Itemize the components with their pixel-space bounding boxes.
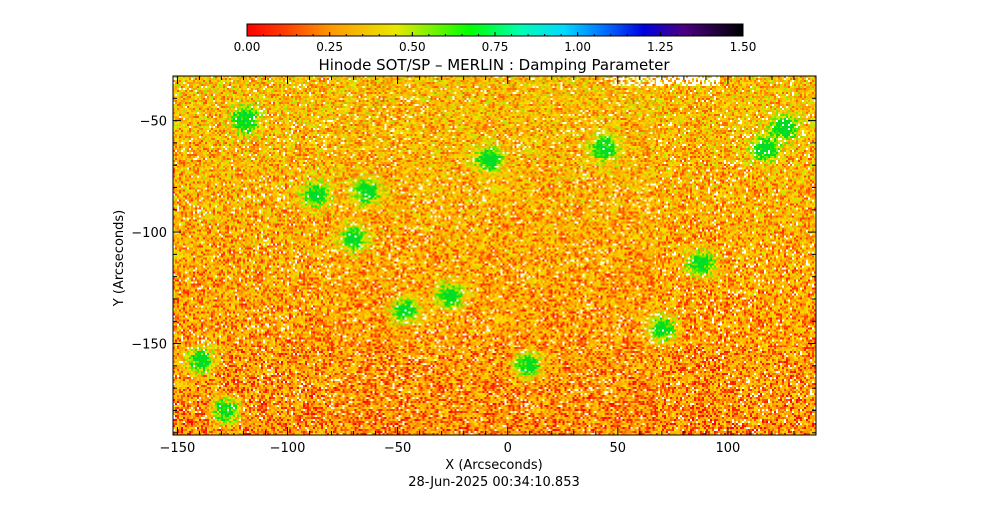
y-tick-label: −100 <box>131 226 167 241</box>
colorbar-ticks: 0.00 0.25 0.50 0.75 1.00 1.25 1.50 <box>234 32 757 54</box>
y-axis: −50 −100 −150 <box>131 97 816 434</box>
colorbar-tick-label: 0.00 <box>234 40 261 54</box>
colorbar-tick-label: 0.75 <box>482 40 509 54</box>
x-tick-label: −100 <box>270 441 306 456</box>
heatmap-image <box>173 76 816 435</box>
x-axis: −150 −100 −50 0 50 100 <box>160 76 817 456</box>
x-tick-label: 50 <box>610 441 627 456</box>
colorbar-tick-label: 1.50 <box>730 40 757 54</box>
y-tick-label: −150 <box>131 338 167 353</box>
x-tick-label: −150 <box>160 441 196 456</box>
colorbar-tick-label: 1.00 <box>564 40 591 54</box>
chart-title: Hinode SOT/SP – MERLIN : Damping Paramet… <box>318 56 670 74</box>
colorbar-tick-label: 0.50 <box>399 40 426 54</box>
x-axis-label: X (Arcseconds) <box>445 458 542 473</box>
timestamp: 28-Jun-2025 00:34:10.853 <box>408 475 580 490</box>
y-tick-label: −50 <box>140 115 167 130</box>
x-tick-label: −50 <box>384 441 411 456</box>
x-tick-label: 100 <box>716 441 741 456</box>
colorbar-tick-label: 1.25 <box>647 40 674 54</box>
y-axis-label: Y (Arcseconds) <box>112 210 127 307</box>
plot-frame <box>172 75 817 436</box>
colorbar-tick-label: 0.25 <box>316 40 343 54</box>
x-tick-label: 0 <box>504 441 512 456</box>
